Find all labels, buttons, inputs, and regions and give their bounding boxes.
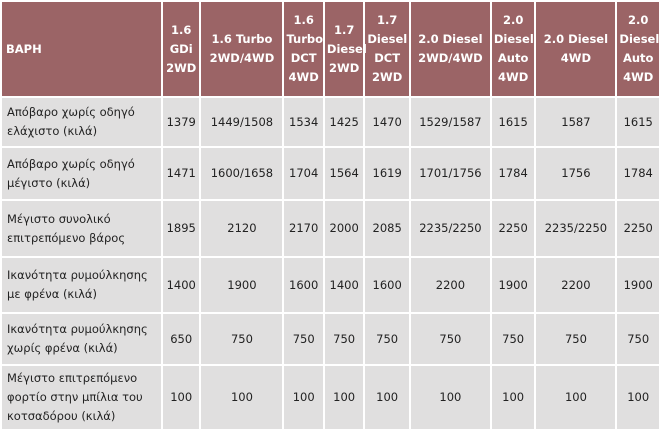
value-cell: 750 [410, 314, 490, 364]
value-cell: 100 [284, 366, 323, 429]
table-header-row: ΒΑΡΗ 1.6 GDi 2WD 1.6 Turbo 2WD/4WD 1.6 T… [2, 2, 659, 96]
value-cell: 2235/2250 [410, 201, 490, 256]
row-label: Απόβαρο χωρίς οδηγό ελάχιστο (κιλά) [2, 98, 161, 146]
value-cell: 1701/1756 [410, 148, 490, 199]
value-cell: 100 [162, 366, 200, 429]
value-cell: 1900 [491, 258, 535, 312]
table-row: Ικανότητα ρυμούλκησης χωρίς φρένα (κιλά)… [2, 314, 659, 364]
row-label: Ικανότητα ρυμούλκησης με φρένα (κιλά) [2, 258, 161, 312]
header-1-7-diesel-2wd: 1.7 Diesel 2WD [324, 2, 367, 96]
row-label: Ικανότητα ρυμούλκησης χωρίς φρένα (κιλά) [2, 314, 161, 364]
value-cell: 100 [491, 366, 535, 429]
header-1-6-turbo-2wd-4wd: 1.6 Turbo 2WD/4WD [201, 2, 283, 96]
value-cell: 100 [410, 366, 490, 429]
value-cell: 1587 [536, 98, 616, 146]
table-body: Απόβαρο χωρίς οδηγό ελάχιστο (κιλά) 1379 1… [2, 98, 659, 429]
value-cell: 2235/2250 [536, 201, 616, 256]
value-cell: 1600/1658 [201, 148, 283, 199]
value-cell: 1600 [365, 258, 409, 312]
header-2-0-diesel-4wd: 2.0 Diesel 4WD [536, 2, 616, 96]
value-cell: 1756 [536, 148, 616, 199]
value-cell: 750 [284, 314, 323, 364]
table-row: Απόβαρο χωρίς οδηγό μέγιστο (κιλά) 1471 16… [2, 148, 659, 199]
table-row: Ικανότητα ρυμούλκησης με φρένα (κιλά) 140… [2, 258, 659, 312]
row-label: Απόβαρο χωρίς οδηγό μέγιστο (κιλά) [2, 148, 161, 199]
value-cell: 1704 [284, 148, 323, 199]
value-cell: 750 [324, 314, 364, 364]
value-cell: 1400 [162, 258, 200, 312]
value-cell: 1900 [201, 258, 283, 312]
row-label: Μέγιστο συνολικό επιτρεπόμενο βάρος [2, 201, 161, 256]
row-label: Μέγιστο επιτρεπόμενο φορτίο στην μπίλια … [2, 366, 161, 429]
value-cell: 1564 [324, 148, 364, 199]
value-cell: 750 [201, 314, 283, 364]
table-row: Απόβαρο χωρίς οδηγό ελάχιστο (κιλά) 1379 1… [2, 98, 659, 146]
header-1-6-gdi-2wd: 1.6 GDi 2WD [162, 2, 200, 96]
value-cell: 100 [365, 366, 409, 429]
value-cell: 750 [365, 314, 409, 364]
value-cell: 1529/1587 [410, 98, 490, 146]
value-cell: 2120 [201, 201, 283, 256]
value-cell: 1449/1508 [201, 98, 283, 146]
value-cell: 1379 [162, 98, 200, 146]
value-cell: 1615 [491, 98, 535, 146]
header-weights-label: ΒΑΡΗ [2, 2, 161, 96]
value-cell: 1470 [365, 98, 409, 146]
value-cell: 100 [201, 366, 283, 429]
value-cell: 2085 [365, 201, 409, 256]
value-cell: 1784 [617, 148, 659, 199]
value-cell: 100 [536, 366, 616, 429]
value-cell: 2250 [617, 201, 659, 256]
value-cell: 2000 [324, 201, 364, 256]
value-cell: 1425 [324, 98, 364, 146]
header-2-0-diesel-2wd-4wd: 2.0 Diesel 2WD/4WD [410, 2, 490, 96]
value-cell: 1400 [324, 258, 364, 312]
value-cell: 1600 [284, 258, 323, 312]
value-cell: 2250 [491, 201, 535, 256]
value-cell: 2170 [284, 201, 323, 256]
value-cell: 1784 [491, 148, 535, 199]
table-row: Μέγιστο επιτρεπόμενο φορτίο στην μπίλια … [2, 366, 659, 429]
value-cell: 750 [536, 314, 616, 364]
header-1-7-diesel-dct-2wd: 1.7 Diesel DCT 2WD [365, 2, 409, 96]
value-cell: 650 [162, 314, 200, 364]
header-2-0-diesel-auto-4wd-b: 2.0 Diesel Auto 4WD [617, 2, 659, 96]
value-cell: 100 [324, 366, 364, 429]
table-row: Μέγιστο συνολικό επιτρεπόμενο βάρος 1895 2… [2, 201, 659, 256]
header-1-6-turbo-dct-4wd: 1.6 Turbo DCT 4WD [284, 2, 323, 96]
value-cell: 2200 [536, 258, 616, 312]
value-cell: 1895 [162, 201, 200, 256]
value-cell: 750 [491, 314, 535, 364]
value-cell: 1534 [284, 98, 323, 146]
header-2-0-diesel-auto-4wd: 2.0 Diesel Auto 4WD [491, 2, 535, 96]
value-cell: 1900 [617, 258, 659, 312]
value-cell: 1471 [162, 148, 200, 199]
value-cell: 750 [617, 314, 659, 364]
value-cell: 1619 [365, 148, 409, 199]
value-cell: 1615 [617, 98, 659, 146]
value-cell: 2200 [410, 258, 490, 312]
value-cell: 100 [617, 366, 659, 429]
